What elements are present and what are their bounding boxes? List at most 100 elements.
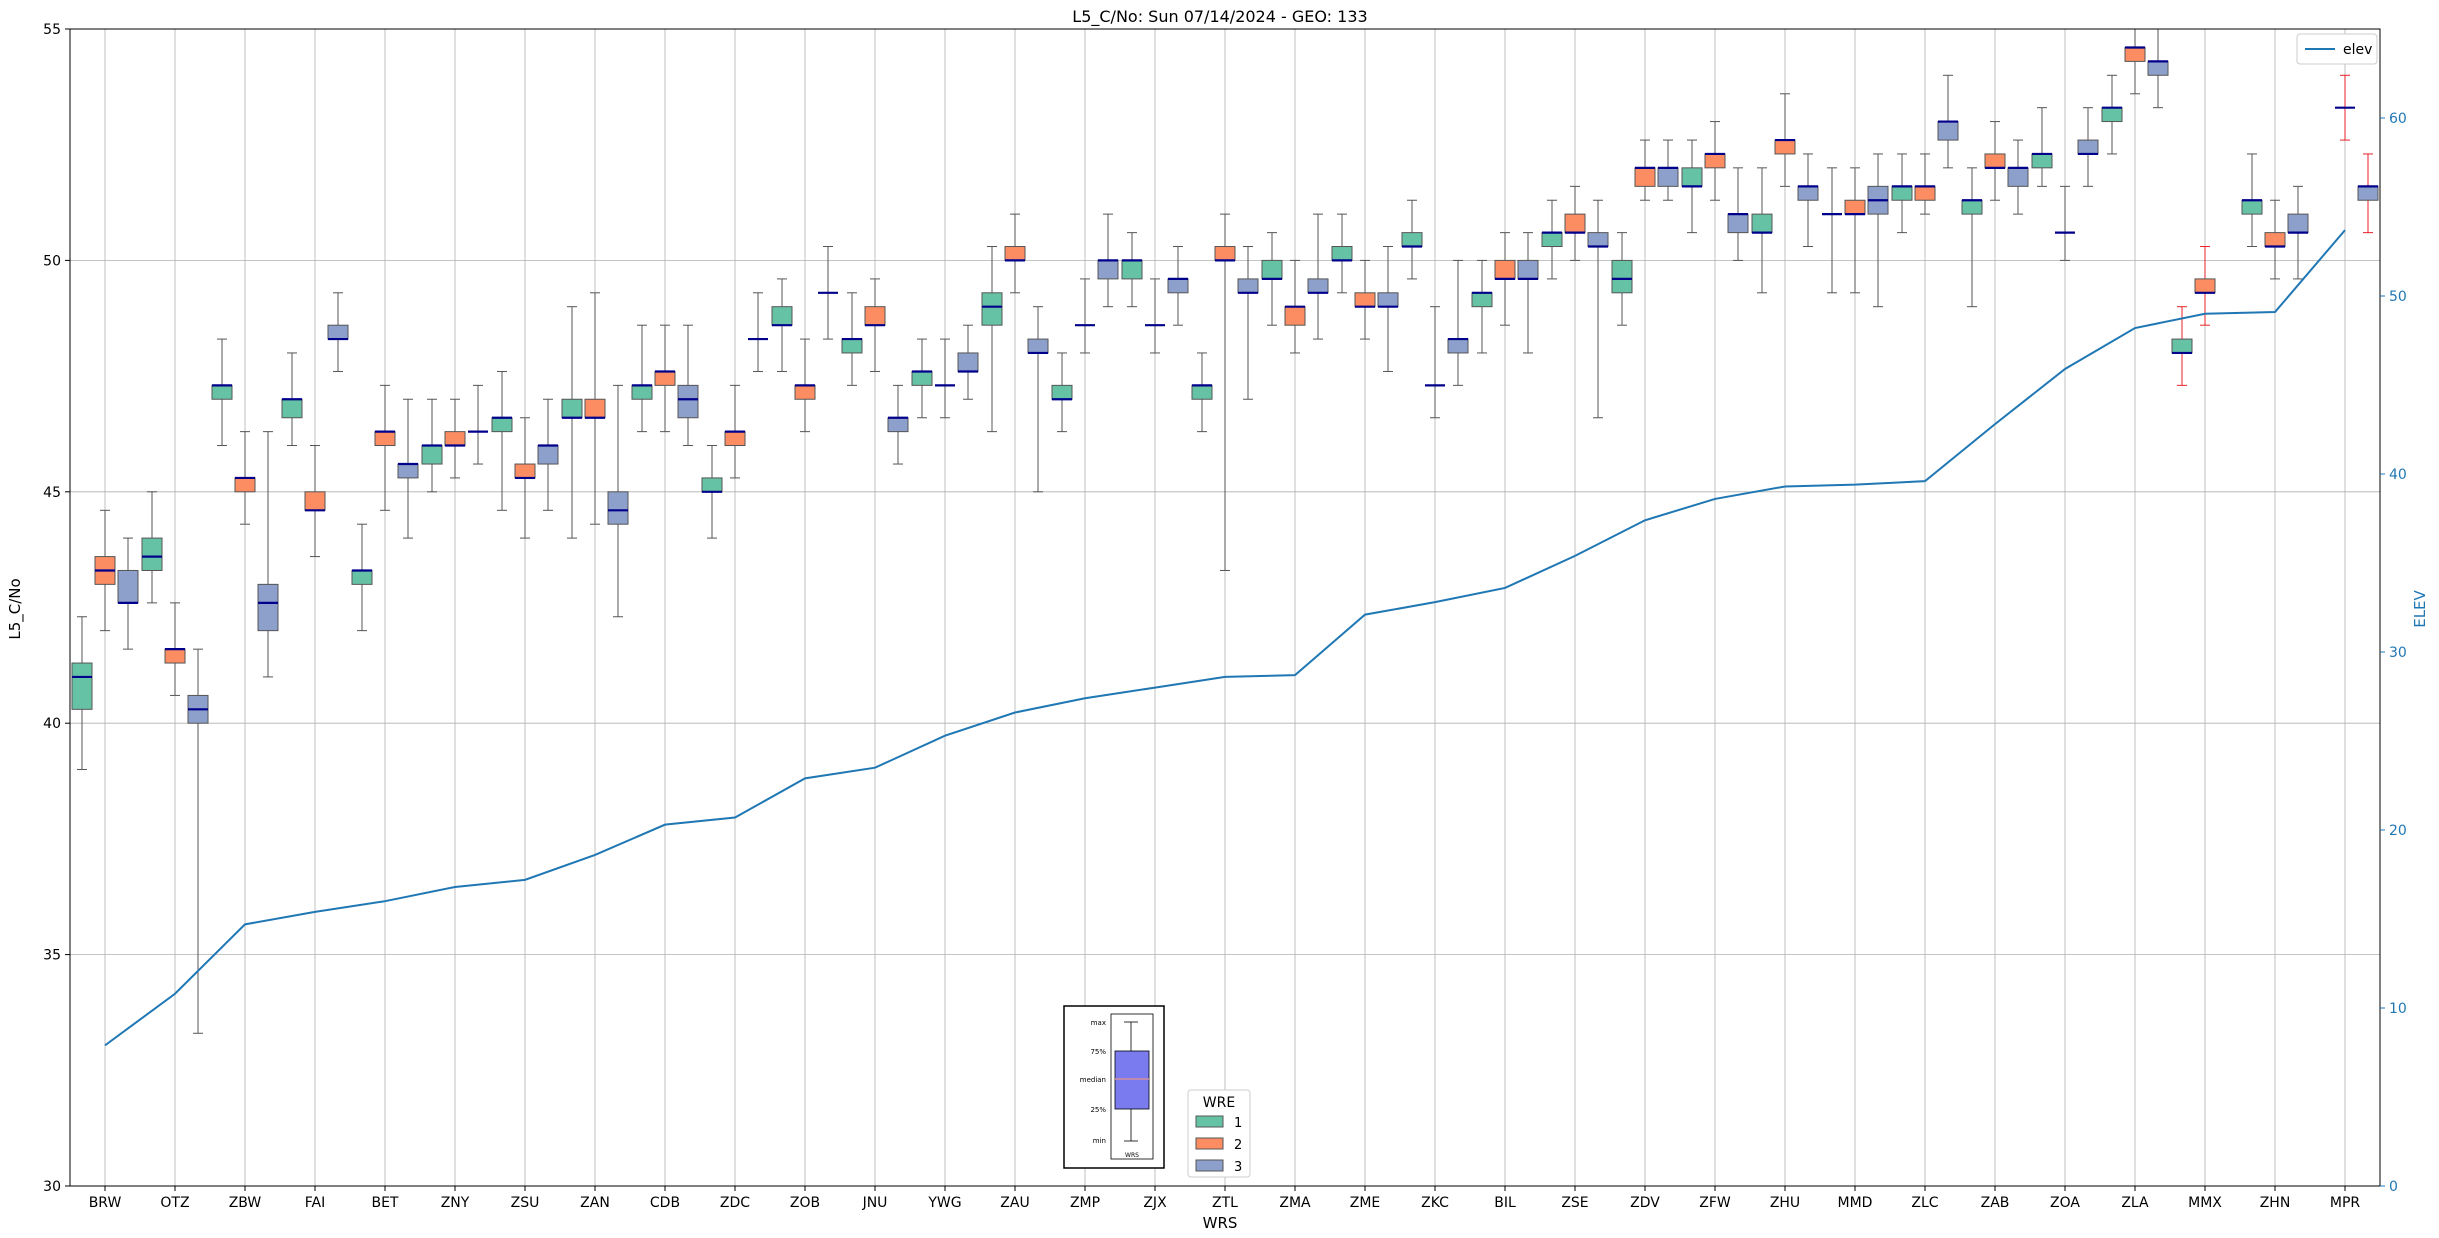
y2-axis-label: ELEV <box>2411 589 2429 627</box>
box-ZSE-wre3 <box>1587 199 1609 419</box>
y-axis-label: L5_C/No <box>6 578 25 639</box>
x-tick-label: ZHN <box>2260 1195 2291 1211</box>
box-body <box>141 537 163 571</box>
box-body <box>1937 121 1959 141</box>
box-MPR-wre3 <box>2357 153 2379 234</box>
box-body <box>2287 213 2309 234</box>
box-ZDC-wre1 <box>701 445 723 539</box>
box-body <box>1961 199 1983 215</box>
box-FAI-wre1 <box>281 352 303 447</box>
box-body <box>1681 167 1703 187</box>
key-label-min: min <box>1093 1137 1106 1145</box>
box-body <box>724 431 746 447</box>
box-MMX-wre2 <box>2194 246 2216 326</box>
box-ZOA-wre3 <box>2077 107 2099 187</box>
box-body <box>1494 259 1516 280</box>
box-ZKC-wre3 <box>1447 259 1469 386</box>
box-body <box>794 384 816 400</box>
box-ZDV-wre2 <box>1634 139 1656 201</box>
box-body <box>1401 232 1423 248</box>
x-tick-label: CDB <box>650 1195 680 1211</box>
box-ZFW-wre1 <box>1681 139 1703 234</box>
box-body <box>1844 199 1866 215</box>
box-ZME-wre3 <box>1377 246 1399 372</box>
box-ZOB-wre1 <box>771 278 793 372</box>
box-ZJX-wre2 <box>1145 278 1165 354</box>
box-ZAU-wre1 <box>981 246 1003 433</box>
box-MMD-wre2 <box>1844 167 1866 294</box>
x-tick-label: ZAB <box>1981 1195 2010 1211</box>
x-tick-label: ZAU <box>1000 1195 1029 1211</box>
box-ZLA-wre3 <box>2147 28 2169 109</box>
box-ZOA-wre1 <box>2031 107 2053 187</box>
box-CDB-wre3 <box>677 324 699 447</box>
box-ZNY-wre2 <box>444 398 466 479</box>
box-body <box>561 398 583 419</box>
box-ZHU-wre3 <box>1797 153 1819 248</box>
box-body <box>491 417 513 433</box>
x-tick-label: ZNY <box>441 1195 470 1211</box>
box-body <box>1751 213 1773 234</box>
x-tick-label: ZLC <box>1911 1195 1938 1211</box>
x-tick-label: YWG <box>927 1195 961 1211</box>
box-ZAN-wre3 <box>607 384 629 618</box>
box-body <box>1727 213 1749 234</box>
y2-tick-label: 50 <box>2389 289 2407 305</box>
box-ZJX-wre3 <box>1167 246 1189 326</box>
box-body <box>2357 185 2379 201</box>
y-tick-label: 45 <box>43 485 61 501</box>
box-body <box>1027 338 1049 354</box>
box-ZHN-wre1 <box>2241 153 2263 248</box>
box-body <box>304 491 326 511</box>
box-ZOB-wre3 <box>818 246 838 340</box>
box-ZLA-wre2 <box>2124 28 2146 95</box>
box-ZAB-wre3 <box>2007 139 2029 215</box>
wre-legend-label-3: 3 <box>1234 1160 1242 1175</box>
y2-tick-label: 60 <box>2389 111 2407 127</box>
x-tick-label: MMX <box>2188 1195 2222 1211</box>
box-OTZ-wre3 <box>187 648 209 1034</box>
box-body <box>327 324 349 340</box>
box-body <box>2241 199 2263 215</box>
box-body <box>1191 384 1213 400</box>
x-tick-label: ZDC <box>720 1195 750 1211</box>
y-tick-label: 50 <box>43 253 61 269</box>
y2-tick-label: 30 <box>2389 645 2407 661</box>
box-body <box>1214 246 1236 261</box>
box-OTZ-wre1 <box>141 491 163 604</box>
x-tick-label: ZDV <box>1630 1195 1660 1211</box>
elev-legend-frame <box>2296 33 2378 65</box>
box-body <box>164 648 186 664</box>
y-tick-label: 40 <box>43 716 61 732</box>
box-ZMP-wre3 <box>1097 213 1119 308</box>
x-tick-label: FAI <box>305 1195 325 1211</box>
box-body <box>514 463 536 479</box>
box-JNU-wre1 <box>841 292 863 386</box>
box-body <box>2264 232 2286 248</box>
box-ZMP-wre1 <box>1051 352 1073 433</box>
box-ZAN-wre1 <box>561 306 583 539</box>
box-ZME-wre2 <box>1354 259 1376 340</box>
x-axis-label: WRS <box>1203 1214 1238 1232</box>
box-MMX-wre1 <box>2171 306 2193 386</box>
box-body <box>701 477 723 493</box>
x-tick-label: ZTL <box>1212 1195 1238 1211</box>
chart-title: L5_C/No: Sun 07/14/2024 - GEO: 133 <box>1072 7 1367 27</box>
box-ZDV-wre1 <box>1611 232 1633 326</box>
box-ZMA-wre2 <box>1284 259 1306 354</box>
box-body <box>841 338 863 354</box>
box-body <box>1471 292 1493 308</box>
box-ZHN-wre2 <box>2264 199 2286 280</box>
box-ZAU-wre3 <box>1027 306 1049 493</box>
box-body <box>1331 246 1353 261</box>
box-ZBW-wre2 <box>234 431 256 525</box>
box-ZKC-wre1 <box>1401 199 1423 280</box>
box-body <box>864 306 886 326</box>
box-key-inset: max 75% median 25% min WRS <box>1063 1005 1165 1169</box>
box-BET-wre1 <box>351 523 373 632</box>
x-tick-label: ZFW <box>1699 1195 1731 1211</box>
box-body <box>1657 167 1679 187</box>
key-xlabel: WRS <box>1125 1152 1139 1159</box>
x-tick-label: OTZ <box>160 1195 189 1211</box>
